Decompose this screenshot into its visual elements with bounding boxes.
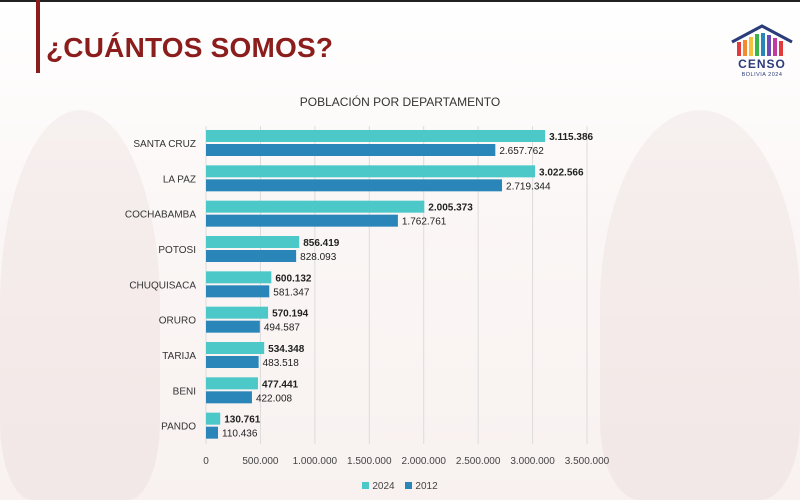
- category-label: SANTA CRUZ: [133, 139, 196, 150]
- background-photo-left: [0, 110, 160, 500]
- bar-2012: [206, 320, 260, 333]
- data-label-2024: 856.419: [303, 238, 340, 249]
- x-tick-label: 3.500.000: [565, 456, 610, 467]
- bar-2012: [206, 250, 297, 262]
- top-border: [0, 0, 800, 2]
- legend-item-2012: 2012: [405, 481, 438, 492]
- data-label-2012: 2.719.344: [506, 181, 551, 192]
- data-label-2024: 600.132: [275, 273, 312, 284]
- data-label-2012: 422.008: [256, 393, 293, 404]
- chart-legend: 2024 2012: [0, 481, 800, 492]
- bar-2024: [206, 412, 221, 425]
- bar-2012: [206, 144, 496, 156]
- data-label-2012: 828.093: [300, 252, 337, 263]
- data-label-2012: 483.518: [263, 358, 300, 369]
- category-label: PANDO: [161, 422, 196, 433]
- bar-2024: [206, 271, 272, 284]
- x-tick-label: 1.000.000: [293, 456, 338, 467]
- data-label-2024: 570.194: [272, 309, 309, 320]
- censo-logo: CENSO BOLIVIA 2024: [731, 24, 793, 78]
- logo-text: CENSO: [738, 57, 786, 71]
- bar-2024: [206, 377, 258, 390]
- bar-2012: [206, 426, 219, 439]
- data-label-2024: 534.348: [268, 344, 305, 355]
- category-label: LA PAZ: [163, 174, 196, 185]
- data-label-2024: 3.115.386: [549, 132, 593, 143]
- data-label-2024: 3.022.566: [539, 167, 584, 178]
- data-label-2012: 494.587: [264, 323, 301, 334]
- x-tick-label: 0: [203, 456, 209, 467]
- category-label: TARIJA: [162, 351, 196, 362]
- bar-2012: [206, 285, 270, 298]
- bar-2024: [206, 165, 536, 178]
- bar-2012: [206, 391, 252, 404]
- bar-2024: [206, 200, 425, 213]
- category-label: CHUQUISACA: [129, 280, 196, 291]
- data-label-2024: 477.441: [262, 379, 299, 390]
- x-tick-label: 500.000: [242, 456, 279, 467]
- x-tick-label: 1.500.000: [347, 456, 392, 467]
- data-label-2012: 2.657.762: [499, 146, 544, 157]
- x-tick-label: 2.000.000: [401, 456, 446, 467]
- legend-label-2024: 2024: [372, 481, 395, 492]
- legend-item-2024: 2024: [362, 481, 395, 492]
- data-label-2024: 2.005.373: [428, 203, 473, 214]
- legend-swatch-2024: [362, 482, 370, 489]
- bar-2024: [206, 342, 265, 354]
- logo-subtext: BOLIVIA 2024: [742, 72, 783, 78]
- data-label-2012: 1.762.761: [402, 217, 447, 228]
- bar-2012: [206, 214, 398, 227]
- legend-swatch-2012: [405, 482, 413, 489]
- slide-title: ¿CUÁNTOS SOMOS?: [46, 32, 334, 63]
- bar-2012: [206, 179, 503, 192]
- data-label-2012: 110.436: [222, 429, 258, 440]
- bar-2012: [206, 356, 259, 368]
- title-accent-bar: [36, 0, 40, 73]
- x-tick-label: 2.500.000: [456, 456, 501, 467]
- background-photo-right: [600, 110, 800, 500]
- bar-2024: [206, 306, 269, 319]
- category-label: COCHABAMBA: [125, 210, 196, 221]
- bar-2024: [206, 236, 300, 248]
- data-label-2012: 581.347: [273, 287, 310, 298]
- category-label: BENI: [173, 386, 196, 397]
- x-tick-label: 3.000.000: [510, 456, 555, 467]
- data-label-2024: 130.761: [224, 415, 261, 426]
- category-label: ORURO: [159, 316, 196, 327]
- category-label: POTOSI: [158, 245, 196, 256]
- legend-label-2012: 2012: [415, 481, 438, 492]
- chart-title: POBLACIÓN POR DEPARTAMENTO: [299, 95, 501, 109]
- bar-2024: [206, 130, 546, 142]
